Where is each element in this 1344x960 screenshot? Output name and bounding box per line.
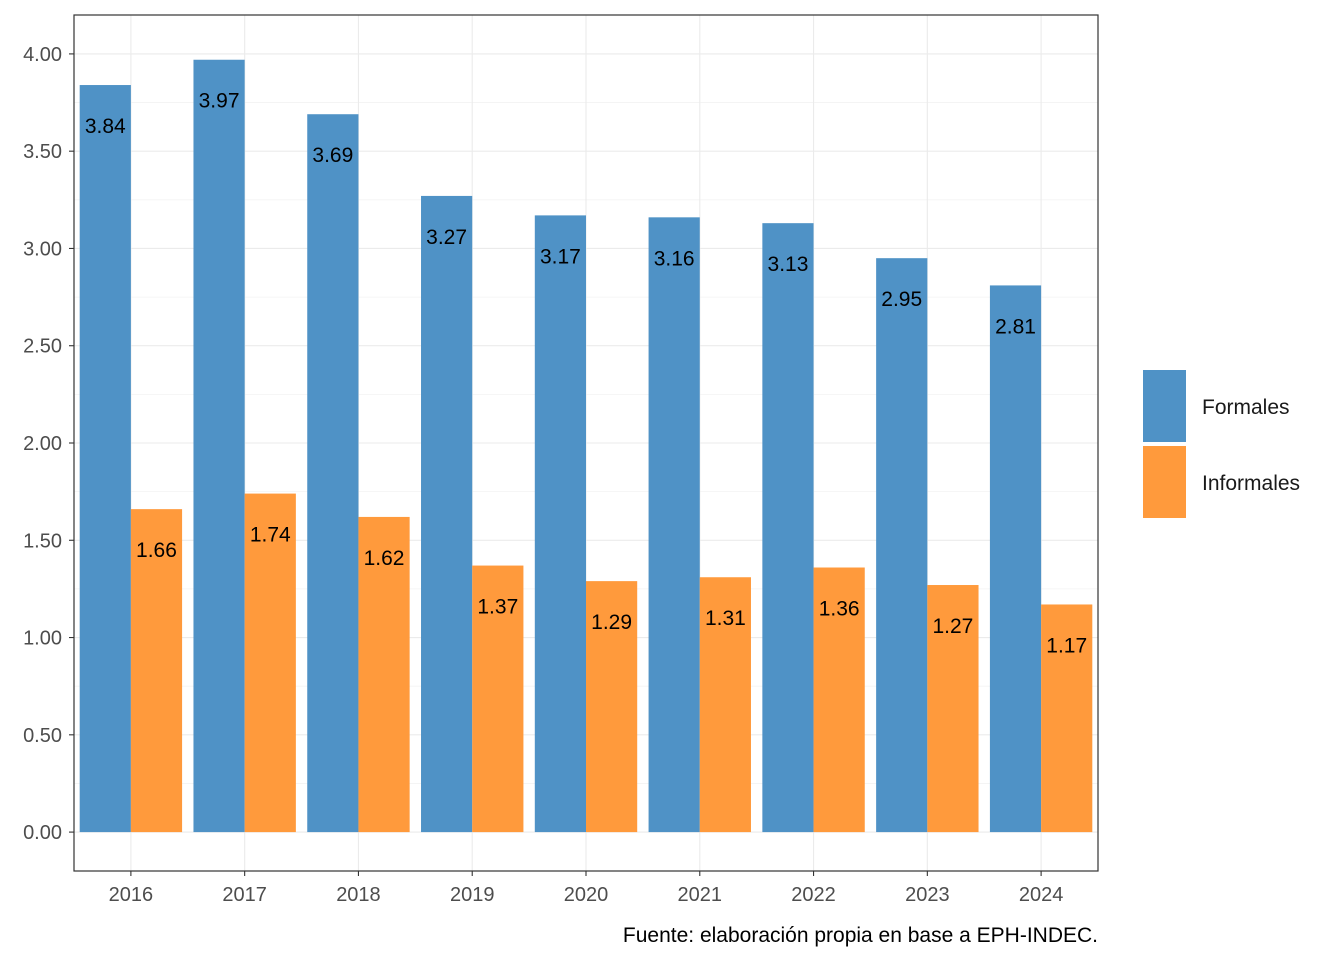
bar-value-label: 1.31	[705, 607, 746, 630]
chart-caption: Fuente: elaboración propia en base a EPH…	[623, 924, 1098, 947]
bar-value-label: 3.17	[540, 245, 581, 268]
bar-value-label: 3.84	[85, 115, 126, 138]
bar-value-label: 3.13	[768, 253, 809, 276]
x-tick-label: 2022	[791, 884, 836, 906]
bar-value-label: 1.29	[591, 611, 632, 634]
bar-formales-2017	[193, 59, 245, 833]
bar-formales-2020	[534, 215, 586, 833]
bar-formales-2018	[307, 114, 359, 833]
bar-value-label: 1.17	[1046, 634, 1087, 657]
bar-value-label: 1.36	[819, 598, 860, 621]
x-tick-label: 2018	[336, 884, 381, 906]
bar-informales-2023	[927, 585, 979, 833]
bar-formales-2021	[648, 217, 700, 833]
bar-labels: 3.84 3.97 3.69 3.27 3.17 3.16 3.13 2.95 2.81 1.66…	[85, 90, 1087, 658]
y-tick-label: 0.50	[23, 725, 62, 747]
bars	[79, 59, 1093, 833]
bar-formales-2019	[421, 195, 473, 833]
bar-value-label: 2.95	[881, 288, 922, 311]
bar-informales-2018	[358, 516, 410, 833]
bar-informales-2021	[699, 577, 751, 833]
bar-value-label: 3.16	[654, 247, 695, 270]
y-tick-label: 3.00	[23, 238, 62, 260]
x-tick-label: 2023	[905, 884, 950, 906]
legend-key-informales	[1143, 446, 1186, 518]
bar-informales-2019	[472, 565, 524, 833]
y-tick-label: 2.00	[23, 433, 62, 455]
bar-value-label: 1.37	[477, 596, 518, 619]
bar-value-label: 3.27	[426, 226, 467, 249]
bar-informales-2017	[244, 493, 296, 833]
bar-value-label: 3.69	[312, 144, 353, 167]
y-tick-label: 4.00	[23, 44, 62, 66]
bar-informales-2020	[586, 581, 638, 833]
bar-formales-2023	[876, 258, 928, 833]
x-tick-label: 2024	[1019, 884, 1064, 906]
legend: Formales Informales	[1143, 370, 1300, 518]
bar-informales-2022	[813, 567, 865, 833]
bar-value-label: 3.97	[199, 90, 240, 113]
x-tick-label: 2017	[222, 884, 267, 906]
y-tick-label: 1.50	[23, 530, 62, 552]
bar-informales-2016	[130, 509, 183, 833]
bar-value-label: 1.62	[364, 547, 405, 570]
y-tick-label: 2.50	[23, 336, 62, 358]
x-tick-label: 2021	[678, 884, 723, 906]
y-axis: 0.00 0.50 1.00 1.50 2.00 2.50 3.00 3.50 4.00	[23, 44, 74, 844]
bar-formales-2016	[79, 85, 131, 833]
legend-key-formales	[1143, 370, 1186, 442]
y-tick-label: 1.00	[23, 628, 62, 650]
legend-label-formales: Formales	[1202, 396, 1290, 419]
bar-value-label: 2.81	[995, 315, 1036, 338]
bar-value-label: 1.66	[136, 539, 177, 562]
y-tick-label: 0.00	[23, 822, 62, 844]
x-axis: 2016 2017 2018 2019 2020 2021 2022 2023 2024	[109, 871, 1064, 906]
bar-informales-2024	[1041, 604, 1093, 833]
x-tick-label: 2016	[109, 884, 154, 906]
bar-value-label: 1.27	[932, 615, 973, 638]
x-tick-label: 2019	[450, 884, 495, 906]
bar-formales-2022	[762, 223, 814, 833]
bar-value-label: 1.74	[250, 524, 291, 547]
legend-label-informales: Informales	[1202, 472, 1300, 495]
y-tick-label: 3.50	[23, 141, 62, 163]
bar-formales-2024	[989, 285, 1042, 833]
x-tick-label: 2020	[564, 884, 609, 906]
